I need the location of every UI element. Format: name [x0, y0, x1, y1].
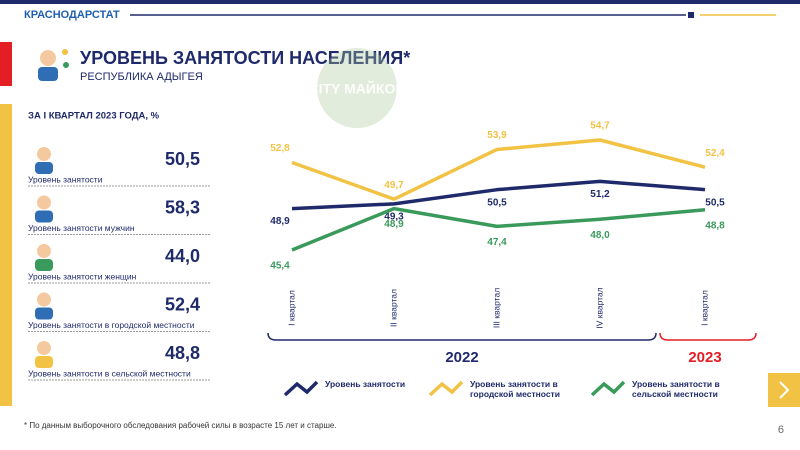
header-square: [688, 12, 694, 18]
legend-swatch: [283, 380, 319, 397]
icon-head: [37, 244, 51, 258]
icon-body: [35, 356, 53, 368]
icon-body: [35, 210, 53, 223]
data-label: 52,8: [270, 143, 290, 154]
stat-value: 52,4: [165, 294, 200, 314]
data-label: 48,8: [705, 220, 725, 231]
stat-label: Уровень занятости в сельской местности: [28, 368, 191, 378]
icon-body: [35, 259, 53, 271]
x-tick-label: I квартал: [286, 290, 296, 326]
stat-icon: [35, 195, 53, 223]
title: УРОВЕНЬ ЗАНЯТОСТИ НАСЕЛЕНИЯ*: [80, 48, 410, 68]
period-bracket: [659, 332, 757, 341]
next-button[interactable]: [768, 373, 800, 407]
legend-swatch: [590, 380, 626, 397]
data-label: 48,0: [590, 230, 610, 241]
legend-swatch: [428, 380, 464, 397]
stat-label: Уровень занятости мужчин: [28, 223, 135, 233]
series-line: [291, 179, 706, 211]
data-label: 47,4: [487, 237, 507, 248]
x-tick-label: IV квартал: [594, 287, 604, 328]
period-bracket: [267, 332, 657, 341]
stat-icon: [35, 292, 53, 320]
brand: КРАСНОДАРСТАТ: [24, 9, 120, 21]
next-arrow: [779, 381, 790, 399]
title-icon: [38, 49, 69, 81]
x-tick-label: I квартал: [699, 290, 709, 326]
icon-body: [35, 162, 53, 174]
legend-label: Уровень занятости в сельской местности: [632, 379, 720, 399]
stat-label: Уровень занятости женщин: [28, 271, 137, 281]
stat-label: Уровень занятости: [28, 174, 103, 184]
data-label: 54,7: [590, 121, 610, 132]
period-label: 2023: [688, 349, 721, 366]
data-label: 48,9: [384, 219, 404, 230]
red-accent: [0, 42, 12, 86]
stat-value: 44,0: [165, 246, 200, 266]
subtitle: РЕСПУБЛИКА АДЫГЕЯ: [80, 71, 203, 83]
yellow-accent: [0, 104, 12, 406]
series-line: [291, 138, 706, 201]
stat-icon: [35, 244, 53, 271]
data-label: 52,4: [705, 148, 725, 159]
icon-head: [37, 341, 51, 355]
x-tick-label: II квартал: [388, 289, 398, 327]
data-label: 51,2: [590, 189, 610, 200]
x-tick-label: III квартал: [491, 288, 501, 328]
icon-body: [35, 307, 53, 320]
watermark: CITY МАЙКОП: [309, 80, 406, 97]
stat-icon: [35, 341, 53, 368]
legend-label: Уровень занятости: [325, 379, 406, 389]
icon-head: [37, 147, 51, 161]
period-label: 2022: [445, 349, 478, 366]
stat-icon: [35, 147, 53, 174]
footnote: * По данным выборочного обследования раб…: [24, 421, 337, 430]
data-label: 53,9: [487, 130, 507, 141]
data-label: 49,7: [384, 180, 404, 191]
data-label: 45,4: [270, 261, 290, 272]
top-bar: [0, 0, 800, 4]
data-label: 50,5: [487, 197, 507, 208]
watermark-circle: [317, 48, 397, 128]
legend-label: Уровень занятости в городской местности: [470, 379, 560, 399]
stat-value: 50,5: [165, 149, 200, 169]
panel-heading: ЗА I КВАРТАЛ 2023 ГОДА, %: [28, 111, 160, 122]
stat-value: 58,3: [165, 197, 200, 217]
series-line: [291, 206, 706, 252]
icon-head: [37, 195, 51, 210]
data-label: 48,9: [270, 216, 290, 227]
icon-head: [37, 292, 51, 307]
stat-value: 48,8: [165, 343, 200, 363]
data-label: 50,5: [705, 197, 725, 208]
page-number: 6: [778, 424, 784, 436]
data-label: 49,3: [384, 212, 404, 223]
stat-label: Уровень занятости в городской местности: [28, 320, 195, 330]
